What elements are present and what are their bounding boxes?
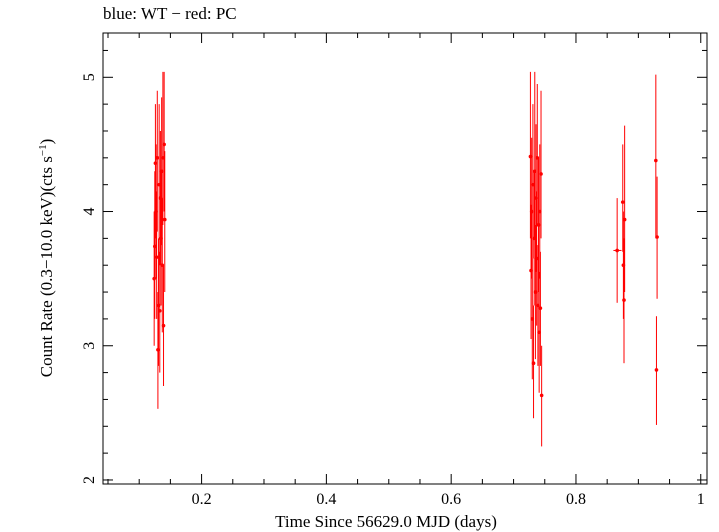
data-point	[539, 345, 544, 447]
data-point	[622, 125, 627, 293]
point-marker	[655, 235, 659, 239]
point-marker	[620, 200, 625, 204]
data-point	[162, 71, 166, 212]
data-point	[613, 198, 622, 303]
point-marker	[152, 276, 156, 281]
data-points	[152, 71, 659, 447]
point-marker	[654, 158, 658, 163]
data-point	[154, 191, 159, 319]
data-point	[161, 265, 166, 387]
data-point	[531, 305, 536, 419]
point-marker	[539, 172, 543, 176]
y-axis-label-main: Count Rate (0.3−10.0 keV)(cts s	[37, 156, 56, 377]
point-marker	[622, 298, 626, 302]
y-tick-label: 2	[81, 476, 98, 484]
data-point	[162, 151, 167, 293]
chart-title: blue: WT − red: PC	[103, 4, 237, 23]
data-point	[157, 251, 162, 373]
point-marker	[622, 217, 627, 222]
x-tick-label: 0.2	[192, 491, 212, 508]
data-point	[654, 74, 658, 239]
y-tick-label: 3	[81, 342, 98, 350]
x-tick-label: 0.8	[566, 491, 586, 508]
point-marker	[531, 361, 536, 365]
y-tick-label: 4	[81, 208, 98, 216]
x-tick-label: 0.4	[316, 491, 336, 508]
data-point	[155, 90, 160, 232]
y-axis-label: Count Rate (0.3−10.0 keV)(cts s−1)	[37, 139, 56, 378]
x-tick-label: 1	[697, 491, 705, 508]
point-marker	[615, 248, 619, 253]
point-marker	[161, 323, 166, 328]
point-marker	[654, 368, 659, 372]
y-tick-label: 5	[81, 73, 98, 81]
point-marker	[154, 255, 159, 259]
y-axis-ticks: 2 3 4 5	[81, 49, 707, 484]
data-point	[622, 238, 626, 364]
point-marker	[539, 393, 544, 398]
x-axis-label: Time Since 56629.0 MJD (days)	[275, 512, 497, 531]
x-tick-label: 0.6	[441, 491, 461, 508]
y-axis-label-tail: )	[37, 139, 56, 145]
point-marker	[157, 309, 162, 313]
point-marker	[162, 217, 167, 222]
data-point	[654, 316, 659, 425]
point-marker	[538, 306, 543, 310]
data-point	[655, 176, 659, 299]
data-point	[620, 144, 625, 252]
plot-frame	[102, 32, 708, 485]
point-marker	[155, 156, 160, 160]
y-axis-label-sup: −1	[37, 144, 49, 156]
point-marker	[156, 347, 160, 352]
x-axis-ticks: 0.2 0.4 0.6 0.8 1	[107, 33, 705, 508]
data-point	[538, 251, 543, 366]
point-marker	[162, 142, 166, 147]
data-point	[539, 90, 543, 239]
point-marker	[153, 161, 158, 165]
